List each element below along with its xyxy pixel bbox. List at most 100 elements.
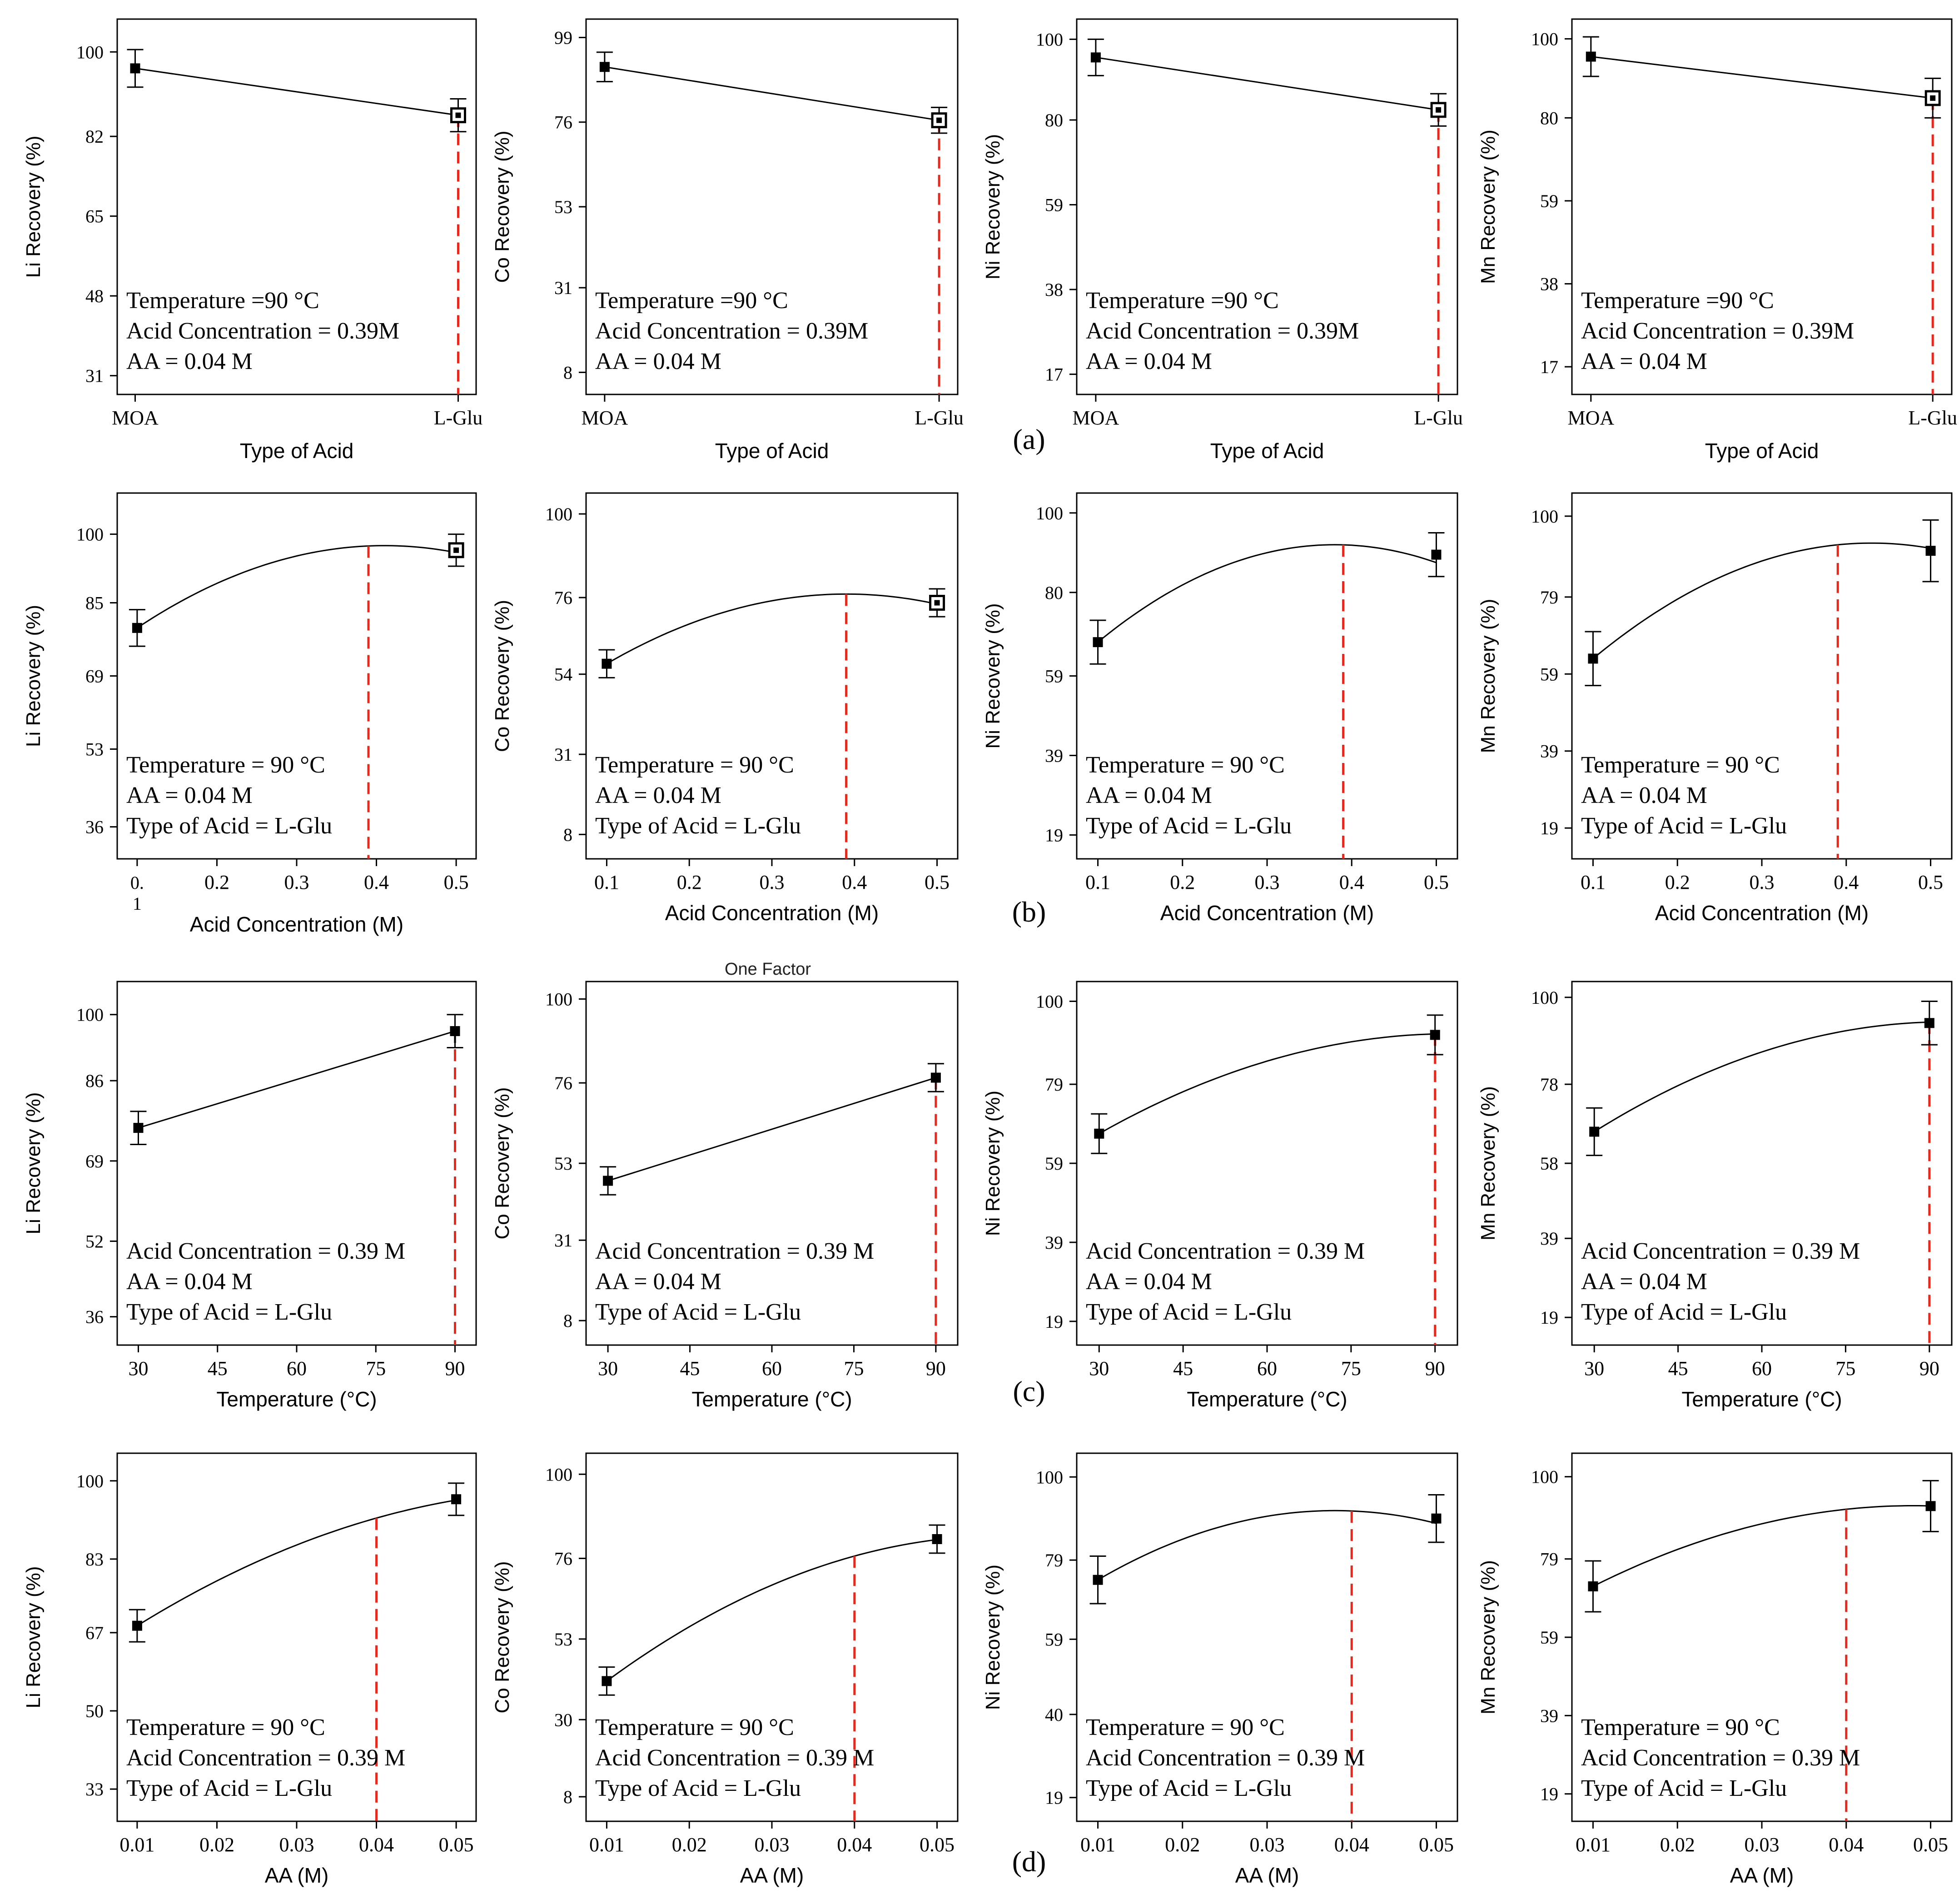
data-point [1093, 1575, 1103, 1585]
row-label: (a) [1013, 423, 1045, 455]
x-tick-label: 0.02 [199, 1834, 234, 1856]
y-tick-label: 19 [1540, 818, 1558, 838]
chart-panel-d1: 33 50 67 83 100 0.01 0.02 0.03 0.04 0.05 AA (M) Li … [22, 1452, 477, 1887]
condition-note: Temperature = 90 °C AA = 0.04 M Type of Ac… [595, 750, 801, 841]
condition-line: Temperature = 90 °C [1581, 1715, 1780, 1740]
y-tick-label: 80 [1045, 583, 1063, 603]
condition-line: Type of Acid = L-Glu [1086, 813, 1292, 839]
x-tick-label: 0.4 [1834, 871, 1859, 893]
condition-line: Temperature = 90 °C [1581, 752, 1780, 778]
fit-curve [138, 1030, 455, 1129]
y-axis-label: Ni Recovery (%) [982, 1091, 1004, 1236]
chart-panel-a2: 8 31 53 76 99 MOA L-Glu Type of Acid Co Recovery… [491, 18, 964, 463]
condition-line: AA = 0.04 M [126, 349, 253, 374]
chart-panel-c1: 36 52 69 86 100 30 45 60 75 90 Temperature (°C) Li … [22, 981, 477, 1411]
y-tick-label: 100 [76, 1005, 104, 1025]
condition-line: Type of Acid = L-Glu [595, 1299, 801, 1325]
x-axis-label: Temperature (°C) [216, 1387, 377, 1411]
y-tick-label: 31 [554, 744, 572, 765]
condition-line: Temperature = 90 °C [126, 1715, 325, 1740]
condition-note: Acid Concentration = 0.39 M AA = 0.04 M Ty… [595, 1236, 874, 1327]
y-tick-label: 19 [1045, 825, 1063, 846]
y-tick-label: 76 [554, 1073, 572, 1093]
x-axis-label: Acid Concentration (M) [1655, 901, 1869, 925]
y-axis-label: Ni Recovery (%) [982, 134, 1004, 279]
y-tick-label: 100 [1036, 991, 1063, 1012]
condition-line: AA = 0.04 M [1086, 783, 1212, 808]
condition-line: Temperature = 90 °C [126, 752, 325, 778]
y-axis-label: Ni Recovery (%) [982, 603, 1004, 748]
data-point-center [455, 112, 461, 118]
chart-panel-b3: 19 39 59 80 100 0.1 0.2 0.3 0.4 0.5 Acid Concentra… [982, 492, 1458, 925]
plot-frame [116, 18, 477, 395]
condition-line: Acid Concentration = 0.39 M [126, 1238, 406, 1264]
data-point [599, 62, 610, 72]
x-tick-label: 0.04 [1829, 1834, 1864, 1856]
data-point-center [1436, 107, 1442, 113]
condition-note: Temperature = 90 °C Acid Concentration = … [1581, 1712, 1860, 1804]
y-tick-label: 30 [554, 1710, 572, 1730]
x-tick-label: 30 [128, 1357, 148, 1380]
x-tick-label: L-Glu [1908, 407, 1957, 429]
y-tick-label: 100 [1036, 503, 1063, 523]
y-tick-label: 17 [1540, 357, 1558, 377]
y-tick-label: 8 [563, 362, 572, 383]
chart-panel-b4: 19 39 59 79 100 0.1 0.2 0.3 0.4 0.5 Acid Concentra… [1477, 492, 1953, 925]
y-tick-label: 79 [1045, 1550, 1063, 1570]
y-tick-label: 59 [1540, 664, 1558, 684]
x-tick-label: 0.2 [204, 871, 229, 893]
y-tick-label: 8 [563, 824, 572, 845]
fit-curve [1592, 1505, 1931, 1587]
x-tick-label: 60 [762, 1357, 782, 1380]
y-tick-label: 52 [85, 1231, 104, 1251]
condition-note: Temperature = 90 °C Acid Concentration = … [1086, 1712, 1365, 1804]
x-tick-label: 0.3 [1255, 871, 1280, 893]
x-tick-label: MOA [582, 407, 628, 429]
y-axis-label: Co Recovery (%) [491, 131, 513, 283]
condition-line: AA = 0.04 M [126, 1269, 253, 1295]
fit-curve [1099, 1033, 1435, 1135]
data-point [1090, 52, 1101, 63]
y-tick-label: 33 [85, 1779, 104, 1799]
x-tick-label: 30 [1584, 1357, 1604, 1380]
y-tick-label: 99 [554, 27, 572, 48]
y-tick-label: 36 [85, 1307, 104, 1327]
y-tick-label: 80 [1045, 110, 1063, 130]
y-tick-label: 100 [1531, 29, 1558, 49]
fit-curve [137, 545, 457, 629]
condition-line: Type of Acid = L-Glu [1581, 1299, 1787, 1325]
x-tick-label: 0.03 [755, 1834, 790, 1856]
x-tick-label: L-Glu [915, 407, 964, 429]
condition-line: Acid Concentration = 0.39 M [595, 1238, 875, 1264]
chart-panel-b2: 8 31 54 76 100 0.1 0.2 0.3 0.4 0.5 Acid Concentrat… [491, 492, 959, 925]
y-tick-label: 59 [1045, 195, 1063, 215]
y-tick-label: 82 [85, 126, 104, 147]
x-tick-label: 0.05 [920, 1834, 955, 1856]
y-tick-label: 78 [1540, 1074, 1558, 1095]
condition-line: AA = 0.04 M [595, 1269, 721, 1295]
data-point [451, 1494, 462, 1505]
y-tick-label: 69 [85, 666, 104, 687]
x-tick-label: 0.4 [364, 871, 389, 893]
x-axis-label: Acid Concentration (M) [665, 901, 879, 925]
data-point [1431, 1513, 1442, 1524]
y-tick-label: 100 [545, 1464, 572, 1485]
condition-line: Temperature = 90 °C [1086, 1715, 1285, 1740]
y-tick-label: 59 [1540, 191, 1558, 211]
data-point [1924, 1018, 1934, 1028]
data-point [602, 1676, 612, 1686]
y-tick-label: 76 [554, 1548, 572, 1569]
x-tick-label: 0.01 [119, 1834, 154, 1856]
x-tick-label: 0.3 [284, 871, 309, 893]
condition-line: Type of Acid = L-Glu [126, 1299, 333, 1325]
condition-note: Temperature = 90 °C AA = 0.04 M Type of Ac… [1086, 750, 1292, 841]
chart-panel-c3: 19 39 59 79 100 30 45 60 75 90 Temperature (°C) Ni … [982, 981, 1458, 1411]
condition-line: AA = 0.04 M [1086, 349, 1212, 374]
data-point [1586, 51, 1596, 62]
y-tick-label: 31 [85, 366, 104, 386]
data-point [1094, 1128, 1104, 1139]
x-tick-label: 0.04 [837, 1834, 872, 1856]
y-axis-label: Co Recovery (%) [491, 600, 513, 752]
y-tick-label: 19 [1045, 1311, 1063, 1332]
